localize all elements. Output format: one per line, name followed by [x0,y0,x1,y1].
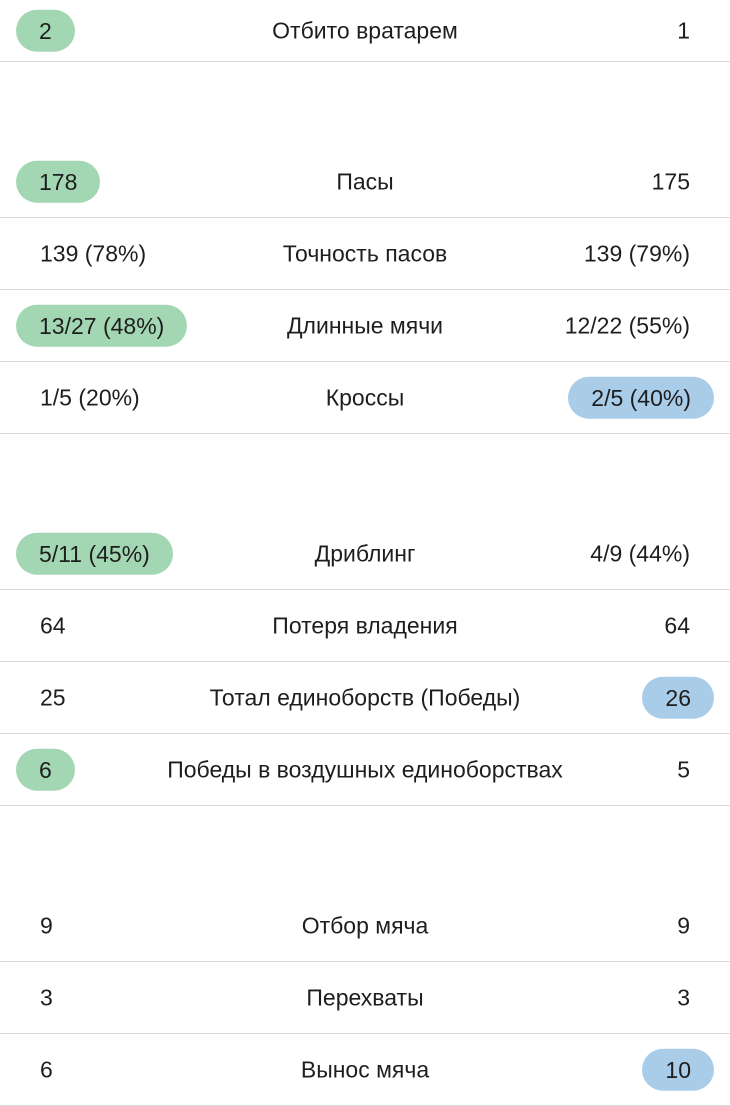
home-value: 178 [16,160,101,203]
home-value-cell: 139 (78%) [0,240,146,267]
home-value: 64 [40,612,66,638]
stats-section: 2 Отбито вратарем 1 [0,0,730,62]
stat-row: 2 Отбито вратарем 1 [0,0,730,62]
stat-label: Вынос мяча [300,1056,430,1082]
away-value-cell: 3 [677,984,730,1011]
away-value-cell: 26 [642,676,730,719]
home-value-cell: 64 [0,612,66,639]
stat-label: Пасы [336,168,394,194]
stat-label: Длинные мячи [286,312,444,338]
home-value: 1/5 (20%) [40,384,140,410]
stat-row: 3 Перехваты 3 [0,962,730,1034]
home-value: 6 [40,1056,53,1082]
stat-row: 5/11 (45%) Дриблинг 4/9 (44%) [0,518,730,590]
away-value-cell: 9 [677,912,730,939]
stats-section: 178 Пасы 175 139 (78%) Точность пасов 13… [0,146,730,434]
away-value: 2/5 (40%) [568,376,714,419]
away-value: 12/22 (55%) [564,312,690,338]
away-value: 4/9 (44%) [590,540,690,566]
away-value: 26 [642,676,714,719]
home-value-cell: 178 [0,160,101,203]
stat-label: Отбито вратарем [272,17,458,43]
stat-row: 25 Тотал единоборств (Победы) 26 [0,662,730,734]
home-value-cell: 3 [0,984,53,1011]
home-value: 2 [16,9,75,52]
home-value: 3 [40,984,53,1010]
home-value: 13/27 (48%) [16,304,188,347]
home-value: 139 (78%) [40,240,147,266]
away-value-cell: 139 (79%) [584,240,730,267]
stat-label: Перехваты [306,984,424,1010]
away-value-cell: 4/9 (44%) [590,540,730,567]
stat-row: 1/5 (20%) Кроссы 2/5 (40%) [0,362,730,434]
stat-row: 6 Победы в воздушных единоборствах 5 [0,734,730,806]
home-value: 6 [16,748,75,791]
stats-section: 5/11 (45%) Дриблинг 4/9 (44%) 64 Потеря … [0,518,730,806]
home-value-cell: 6 [0,1056,53,1083]
home-value-cell: 13/27 (48%) [0,304,188,347]
away-value-cell: 10 [642,1048,730,1091]
stat-label: Дриблинг [314,540,416,566]
away-value: 9 [677,912,690,938]
home-value-cell: 2 [0,9,75,52]
away-value: 139 (79%) [583,240,690,266]
away-value: 10 [642,1048,714,1091]
home-value-cell: 25 [0,684,66,711]
away-value: 64 [664,612,690,638]
stat-row: 139 (78%) Точность пасов 139 (79%) [0,218,730,290]
away-value: 5 [677,756,690,782]
away-value: 3 [677,984,690,1010]
away-value-cell: 5 [677,756,730,783]
stat-row: 9 Отбор мяча 9 [0,890,730,962]
stat-label: Тотал единоборств (Победы) [209,684,521,710]
home-value: 9 [40,912,53,938]
stat-row: 178 Пасы 175 [0,146,730,218]
away-value-cell: 64 [664,612,730,639]
away-value-cell: 12/22 (55%) [565,312,730,339]
stat-label: Отбор мяча [301,912,429,938]
home-value-cell: 6 [0,748,75,791]
stats-section: 9 Отбор мяча 9 3 Перехваты 3 6 Вынос мяч… [0,890,730,1106]
stat-label: Кроссы [325,384,405,410]
away-value-cell: 175 [652,168,730,195]
away-value: 1 [677,17,690,43]
stat-row: 64 Потеря владения 64 [0,590,730,662]
stat-label: Потеря владения [272,612,458,638]
home-value: 25 [40,684,66,710]
away-value-cell: 2/5 (40%) [568,376,730,419]
stat-row: 6 Вынос мяча 10 [0,1034,730,1106]
stat-row: 13/27 (48%) Длинные мячи 12/22 (55%) [0,290,730,362]
stat-label: Точность пасов [282,240,448,266]
home-value-cell: 5/11 (45%) [0,532,173,575]
away-value-cell: 1 [677,17,730,44]
home-value: 5/11 (45%) [16,532,173,575]
away-value: 175 [651,168,690,194]
home-value-cell: 9 [0,912,53,939]
home-value-cell: 1/5 (20%) [0,384,140,411]
stat-label: Победы в воздушных единоборствах [167,756,563,782]
